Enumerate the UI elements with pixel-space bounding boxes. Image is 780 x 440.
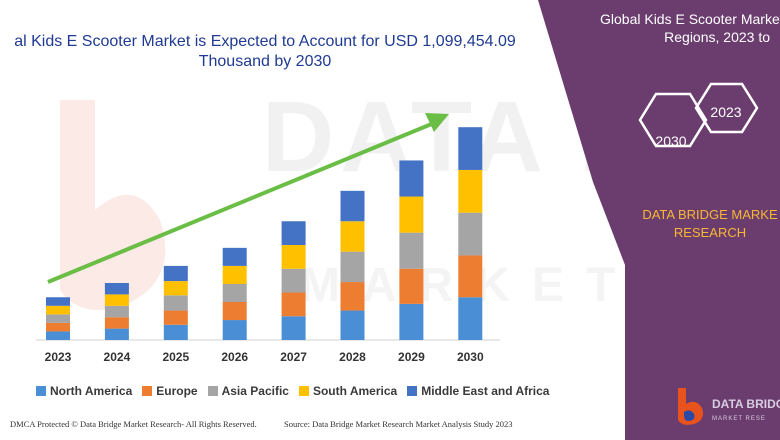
brand-line2: RESEARCH [673,225,747,240]
bar-segment-2028-1 [340,282,365,311]
bar-segment-2029-0 [399,303,424,340]
legend-item-south-america: South America [298,384,398,398]
bar-segment-2025-0 [163,324,188,340]
bar-segment-2025-3 [163,281,188,296]
bar-segment-2027-0 [281,316,306,340]
bar-segment-2028-4 [340,190,365,222]
bar-segment-2028-3 [340,221,365,252]
bar-segment-2023-2 [46,314,70,323]
legend-swatch [207,386,218,396]
legend-swatch [407,386,418,396]
company-logo: DATA BRIDGE MARKET RESE [678,388,780,425]
bar-segment-2026-1 [222,302,247,321]
brand-name: DATA BRIDGE MARKE RESEARCH [625,206,780,242]
bar-segment-2027-4 [281,221,306,245]
bar-segment-2027-3 [281,245,306,269]
legend-label: Europe [156,384,198,398]
bar-segment-2026-2 [222,283,247,302]
x-tick-label: 2026 [221,350,248,364]
bar-segment-2023-1 [46,322,70,332]
bar-segment-2025-4 [163,265,188,282]
x-tick-label: 2027 [280,350,307,364]
panel-title: Global Kids E Scooter Marke Regions, 202… [600,10,780,46]
legend-item-asia-pacific: Asia Pacific [207,384,289,398]
bar-segment-2023-4 [46,297,70,306]
legend-swatch [36,386,46,396]
bar-segment-2029-2 [399,232,424,269]
bar-segment-2029-3 [399,196,424,233]
hex-label-start: 2023 [710,104,742,120]
trend-arrow-head-icon [425,113,449,132]
bar-segment-2025-1 [163,310,188,325]
bar-segment-2024-3 [104,294,129,306]
brand-line1: DATA BRIDGE MARKE [642,207,778,222]
legend-label: Middle East and Africa [421,384,550,398]
bar-segment-2024-2 [104,305,129,318]
bar-segment-2025-2 [163,295,188,311]
x-tick-label: 2028 [339,350,366,364]
panel-title-line2: Regions, 2023 to [664,29,770,45]
x-tick-label: 2025 [162,350,189,364]
bar-segment-2028-2 [340,251,365,283]
legend-item-europe: Europe [142,384,198,398]
legend-label: North America [50,384,133,398]
bar-segment-2027-1 [281,292,306,317]
footer-copyright: DMCA Protected © Data Bridge Market Rese… [10,419,257,429]
bar-segment-2023-3 [46,305,70,315]
legend-swatch [298,386,309,396]
bar-segment-2030-3 [458,169,483,213]
legend-item-middle-east-africa: Middle East and Africa [407,384,549,398]
watermark-logo-icon [60,100,166,310]
legend-swatch [142,386,153,396]
bar-segment-2030-0 [458,297,483,340]
bar-segment-2030-2 [458,212,483,256]
legend-label: Asia Pacific [221,384,289,398]
bar-segment-2028-0 [340,310,365,340]
x-tick-label: 2023 [45,350,72,364]
legend-item-north-america: North America [36,384,132,398]
legend-label: South America [312,384,398,398]
bar-segment-2026-4 [222,247,247,266]
bar-segment-2029-4 [399,160,424,197]
chart-legend: North America Europe Asia Pacific South … [36,384,549,398]
bar-segment-2030-1 [458,255,483,298]
logo-text: DATA BRIDGE [712,397,780,411]
bar-segment-2030-4 [458,127,483,170]
x-tick-label: 2029 [398,350,425,364]
x-tick-label: 2030 [457,350,484,364]
bar-segment-2029-1 [399,268,424,304]
bar-segment-2026-3 [222,265,247,284]
footer-source: Source: Data Bridge Market Research Mark… [284,419,513,429]
bar-segment-2027-2 [281,268,306,293]
chart-title: al Kids E Scooter Market is Expected to … [14,33,516,70]
bar-segment-2024-0 [104,328,129,340]
x-tick-label: 2024 [104,350,131,364]
bar-segment-2023-0 [46,331,70,340]
bar-segment-2024-4 [104,283,129,295]
trend-arrow-line [47,121,435,284]
logo-tagline: MARKET RESE [712,416,766,422]
bar-segment-2026-0 [222,320,247,340]
bar-segment-2024-1 [104,317,129,329]
hex-label-end: 2030 [655,133,687,149]
panel-title-line1: Global Kids E Scooter Marke [600,11,780,27]
